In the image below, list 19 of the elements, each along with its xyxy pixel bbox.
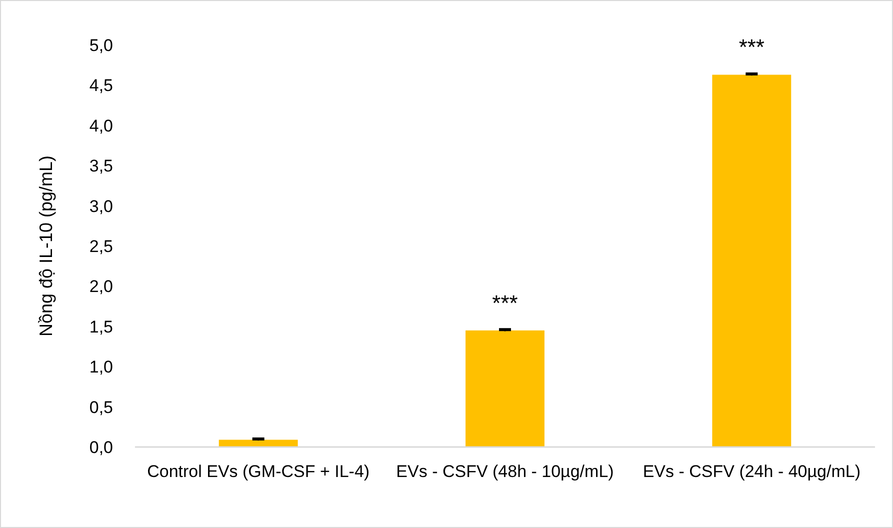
y-tick-label: 0,5 — [89, 398, 113, 417]
x-tick-label: EVs - CSFV (24h - 40µg/mL) — [642, 462, 860, 481]
y-tick-label: 0,0 — [89, 438, 113, 457]
y-axis-title: Nồng độ IL-10 (pg/mL) — [36, 155, 56, 337]
annotation: *** — [738, 34, 765, 60]
y-tick-label: 3,0 — [89, 196, 113, 216]
y-tick-label: 4,0 — [89, 116, 113, 136]
annotation: *** — [492, 290, 518, 316]
x-tick-label: Control EVs (GM-CSF + IL-4) — [147, 462, 370, 481]
y-tick-label: 4,5 — [89, 76, 113, 96]
y-tick-label: 2,0 — [89, 277, 113, 296]
y-tick-label: 1,0 — [89, 358, 113, 377]
y-tick-label: 2,5 — [89, 236, 113, 256]
bar — [712, 74, 792, 447]
y-tick-label: 5,0 — [89, 36, 113, 55]
bar — [466, 330, 544, 447]
x-tick-label: EVs - CSFV (48h - 10µg/mL) — [396, 462, 614, 481]
y-tick-label: 3,5 — [89, 156, 113, 176]
y-tick-label: 1,5 — [89, 317, 113, 336]
